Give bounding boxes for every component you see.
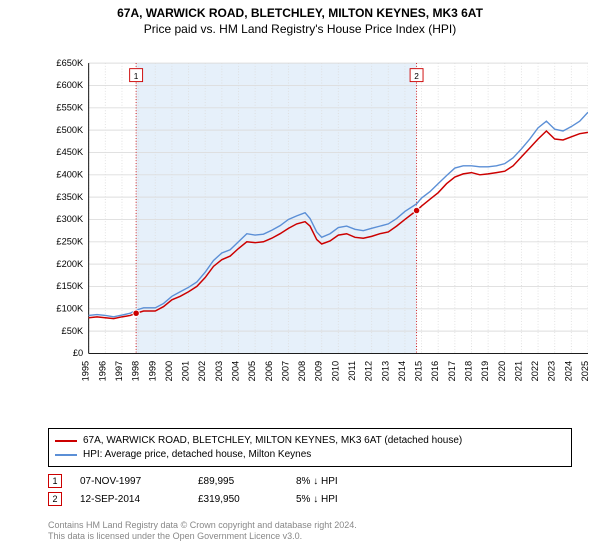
svg-text:2001: 2001 <box>181 361 191 382</box>
svg-text:£500K: £500K <box>56 125 84 135</box>
sale-diff-vs-hpi: 5% ↓ HPI <box>296 494 338 505</box>
svg-text:£350K: £350K <box>56 192 84 202</box>
svg-text:£150K: £150K <box>56 281 84 291</box>
svg-text:£100K: £100K <box>56 304 84 314</box>
svg-text:2016: 2016 <box>430 361 440 382</box>
sale-badge: 2 <box>48 492 62 506</box>
svg-text:£650K: £650K <box>56 58 84 68</box>
svg-text:2025: 2025 <box>580 361 588 382</box>
svg-text:1997: 1997 <box>114 361 124 382</box>
svg-text:1995: 1995 <box>81 361 91 382</box>
svg-text:2013: 2013 <box>380 361 390 382</box>
svg-text:2003: 2003 <box>214 361 224 382</box>
sale-markers-table: 1 07-NOV-1997 £89,995 8% ↓ HPI 2 12-SEP-2014 £… <box>48 470 572 510</box>
footnote-line: This data is licensed under the Open Gov… <box>48 531 572 542</box>
svg-text:2006: 2006 <box>264 361 274 382</box>
svg-text:2020: 2020 <box>497 361 507 382</box>
svg-text:£250K: £250K <box>56 237 84 247</box>
sale-badge: 1 <box>48 474 62 488</box>
svg-text:£50K: £50K <box>62 326 84 336</box>
svg-text:£450K: £450K <box>56 147 84 157</box>
svg-text:£200K: £200K <box>56 259 84 269</box>
sale-date: 07-NOV-1997 <box>80 476 180 487</box>
footnote: Contains HM Land Registry data © Crown c… <box>48 520 572 543</box>
svg-text:1996: 1996 <box>97 361 107 382</box>
footnote-line: Contains HM Land Registry data © Crown c… <box>48 520 572 531</box>
sale-row: 2 12-SEP-2014 £319,950 5% ↓ HPI <box>48 492 572 506</box>
svg-text:2: 2 <box>414 71 419 81</box>
sale-row: 1 07-NOV-1997 £89,995 8% ↓ HPI <box>48 474 572 488</box>
svg-text:£600K: £600K <box>56 80 84 90</box>
svg-text:£400K: £400K <box>56 170 84 180</box>
svg-text:2009: 2009 <box>314 361 324 382</box>
svg-text:2021: 2021 <box>513 361 523 382</box>
svg-text:£0: £0 <box>73 348 83 358</box>
svg-text:2011: 2011 <box>347 361 357 381</box>
chart-subtitle: Price paid vs. HM Land Registry's House … <box>0 20 600 40</box>
legend-swatch <box>55 440 77 442</box>
svg-text:2000: 2000 <box>164 361 174 382</box>
svg-text:2018: 2018 <box>463 361 473 382</box>
legend-label: HPI: Average price, detached house, Milt… <box>83 448 311 461</box>
svg-text:2008: 2008 <box>297 361 307 382</box>
sale-price: £89,995 <box>198 476 278 487</box>
svg-text:2004: 2004 <box>230 361 240 382</box>
svg-text:2005: 2005 <box>247 361 257 382</box>
legend-label: 67A, WARWICK ROAD, BLETCHLEY, MILTON KEY… <box>83 434 462 447</box>
sale-diff-vs-hpi: 8% ↓ HPI <box>296 476 338 487</box>
legend-item: HPI: Average price, detached house, Milt… <box>55 448 565 461</box>
sale-date: 12-SEP-2014 <box>80 494 180 505</box>
svg-text:2017: 2017 <box>447 361 457 382</box>
svg-text:£550K: £550K <box>56 103 84 113</box>
svg-text:1999: 1999 <box>147 361 157 382</box>
svg-text:2015: 2015 <box>414 361 424 382</box>
legend: 67A, WARWICK ROAD, BLETCHLEY, MILTON KEY… <box>48 428 572 467</box>
svg-text:2022: 2022 <box>530 361 540 382</box>
svg-text:2012: 2012 <box>364 361 374 382</box>
svg-text:£300K: £300K <box>56 214 84 224</box>
svg-text:1: 1 <box>134 71 139 81</box>
legend-item: 67A, WARWICK ROAD, BLETCHLEY, MILTON KEY… <box>55 434 565 447</box>
svg-text:2014: 2014 <box>397 361 407 382</box>
svg-text:2010: 2010 <box>330 361 340 382</box>
svg-text:2007: 2007 <box>280 361 290 382</box>
svg-text:2019: 2019 <box>480 361 490 382</box>
legend-swatch <box>55 454 77 456</box>
chart-title: 67A, WARWICK ROAD, BLETCHLEY, MILTON KEY… <box>0 0 600 20</box>
chart-plot: £0 £50K £100K £150K £200K £250K £300K £350K £400… <box>48 44 588 404</box>
sale-price: £319,950 <box>198 494 278 505</box>
svg-text:1998: 1998 <box>131 361 141 382</box>
svg-text:2002: 2002 <box>197 361 207 382</box>
svg-text:2023: 2023 <box>547 361 557 382</box>
svg-text:2024: 2024 <box>563 361 573 382</box>
